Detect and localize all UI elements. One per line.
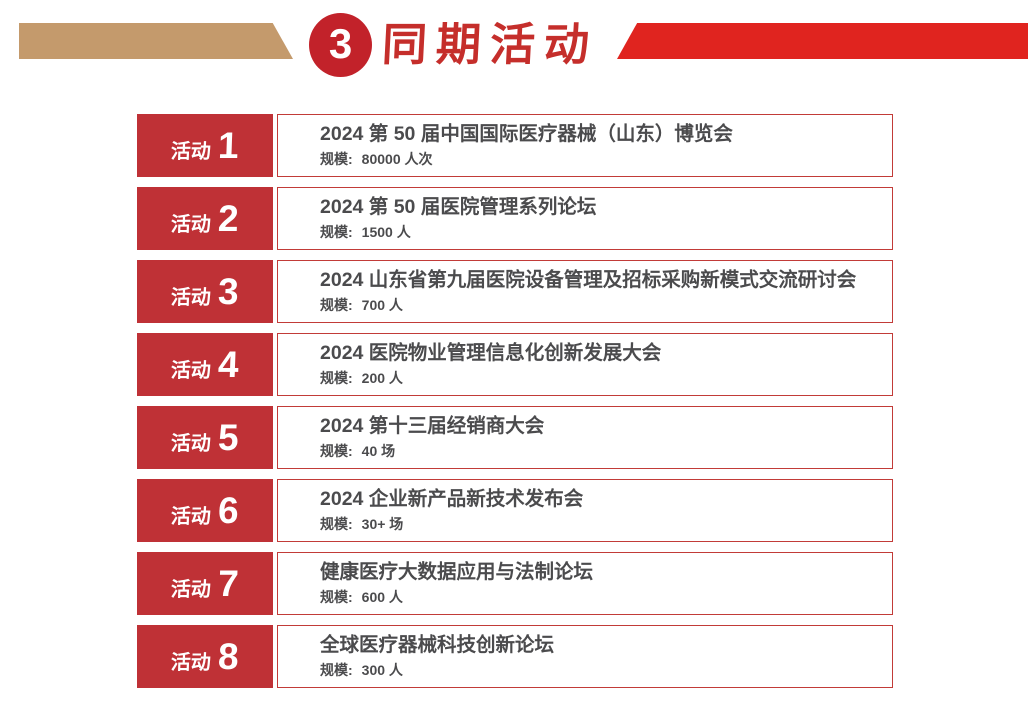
activity-scale: 规模: 600 人 (320, 588, 882, 607)
activity-scale: 规模: 40 场 (320, 442, 882, 461)
activity-row: 活动 8 全球医疗器械科技创新论坛 规模: 300 人 (137, 625, 893, 688)
activity-label-group: 活动 5 (170, 417, 240, 458)
activity-number: 5 (217, 417, 240, 458)
activity-number: 7 (217, 563, 240, 604)
activity-label-box: 活动 4 (137, 333, 273, 396)
activity-label-group: 活动 7 (170, 563, 240, 604)
activity-label-box: 活动 3 (137, 260, 273, 323)
activity-content-box: 2024 第 50 届医院管理系列论坛 规模: 1500 人 (277, 187, 893, 250)
scale-value: 200 人 (361, 369, 403, 386)
activity-label-box: 活动 5 (137, 406, 273, 469)
section-number: 3 (328, 20, 353, 67)
scale-value: 30+ 场 (361, 515, 404, 532)
scale-value: 1500 人 (361, 223, 411, 240)
scale-value: 40 场 (361, 442, 396, 459)
scale-value: 700 人 (361, 296, 403, 313)
activity-label-box: 活动 2 (137, 187, 273, 250)
activity-title: 2024 第 50 届医院管理系列论坛 (320, 196, 597, 219)
scale-label: 规模: (320, 296, 353, 313)
activity-content-box: 2024 山东省第九届医院设备管理及招标采购新模式交流研讨会 规模: 700 人 (277, 260, 893, 323)
activity-number: 6 (217, 490, 240, 531)
activity-label-group: 活动 1 (170, 125, 240, 166)
activity-scale: 规模: 300 人 (320, 661, 882, 680)
activity-content-box: 2024 第 50 届中国国际医疗器械（山东）博览会 规模: 80000 人次 (277, 114, 893, 177)
activity-row: 活动 4 2024 医院物业管理信息化创新发展大会 规模: 200 人 (137, 333, 893, 396)
activity-content-box: 健康医疗大数据应用与法制论坛 规模: 600 人 (277, 552, 893, 615)
activity-scale: 规模: 700 人 (320, 296, 882, 315)
activity-label-box: 活动 6 (137, 479, 273, 542)
activity-title: 2024 第十三届经销商大会 (320, 415, 545, 438)
activity-label-box: 活动 8 (137, 625, 273, 688)
scale-value: 80000 人次 (361, 150, 433, 167)
activity-scale: 规模: 200 人 (320, 369, 882, 388)
activity-title: 健康医疗大数据应用与法制论坛 (320, 561, 594, 584)
scale-value: 600 人 (361, 588, 403, 605)
activity-content-box: 全球医疗器械科技创新论坛 规模: 300 人 (277, 625, 893, 688)
scale-label: 规模: (320, 515, 353, 532)
activity-title: 2024 第 50 届中国国际医疗器械（山东）博览会 (320, 123, 733, 146)
activity-label-group: 活动 2 (170, 198, 240, 239)
activity-label-group: 活动 4 (170, 344, 240, 385)
activity-row: 活动 5 2024 第十三届经销商大会 规模: 40 场 (137, 406, 893, 469)
scale-label: 规模: (320, 223, 353, 240)
activity-title: 2024 企业新产品新技术发布会 (320, 488, 584, 511)
section-number-badge: 3 (309, 13, 372, 77)
activity-label-group: 活动 8 (170, 636, 240, 677)
activity-title: 2024 山东省第九届医院设备管理及招标采购新模式交流研讨会 (320, 269, 857, 292)
activity-label: 活动 (170, 287, 212, 309)
activity-label: 活动 (170, 141, 212, 163)
scale-label: 规模: (320, 442, 353, 459)
activity-label-group: 活动 3 (170, 271, 240, 312)
activity-number: 4 (217, 344, 240, 385)
activity-row: 活动 1 2024 第 50 届中国国际医疗器械（山东）博览会 规模: 80000 … (137, 114, 893, 177)
scale-label: 规模: (320, 588, 353, 605)
activity-scale: 规模: 1500 人 (320, 223, 882, 242)
activity-row: 活动 2 2024 第 50 届医院管理系列论坛 规模: 1500 人 (137, 187, 893, 250)
activity-number: 2 (217, 198, 240, 239)
activity-label: 活动 (170, 360, 212, 382)
activities-list: 活动 1 2024 第 50 届中国国际医疗器械（山东）博览会 规模: 80000 … (137, 114, 893, 688)
activity-title: 全球医疗器械科技创新论坛 (320, 634, 555, 657)
activity-row: 活动 7 健康医疗大数据应用与法制论坛 规模: 600 人 (137, 552, 893, 615)
activity-label: 活动 (170, 506, 212, 528)
scale-value: 300 人 (361, 661, 403, 678)
activity-label-box: 活动 7 (137, 552, 273, 615)
scale-label: 规模: (320, 150, 353, 167)
activity-title: 2024 医院物业管理信息化创新发展大会 (320, 342, 662, 365)
activity-row: 活动 6 2024 企业新产品新技术发布会 规模: 30+ 场 (137, 479, 893, 542)
activity-number: 1 (217, 125, 240, 166)
scale-label: 规模: (320, 661, 353, 678)
activity-scale: 规模: 30+ 场 (320, 515, 882, 534)
activity-label: 活动 (170, 214, 212, 236)
scale-label: 规模: (320, 369, 353, 386)
activity-number: 3 (217, 271, 240, 312)
activity-content-box: 2024 第十三届经销商大会 规模: 40 场 (277, 406, 893, 469)
activity-label-box: 活动 1 (137, 114, 273, 177)
activity-scale: 规模: 80000 人次 (320, 150, 882, 169)
activity-label: 活动 (170, 579, 212, 601)
activity-label: 活动 (170, 433, 212, 455)
activity-label: 活动 (170, 652, 212, 674)
left-banner-shape (19, 23, 293, 59)
activity-row: 活动 3 2024 山东省第九届医院设备管理及招标采购新模式交流研讨会 规模: 70… (137, 260, 893, 323)
page-title: 同期活动 (380, 19, 600, 70)
activity-content-box: 2024 企业新产品新技术发布会 规模: 30+ 场 (277, 479, 893, 542)
activity-content-box: 2024 医院物业管理信息化创新发展大会 规模: 200 人 (277, 333, 893, 396)
right-banner-shape (617, 23, 1028, 59)
activity-label-group: 活动 6 (170, 490, 240, 531)
activity-number: 8 (217, 636, 240, 677)
